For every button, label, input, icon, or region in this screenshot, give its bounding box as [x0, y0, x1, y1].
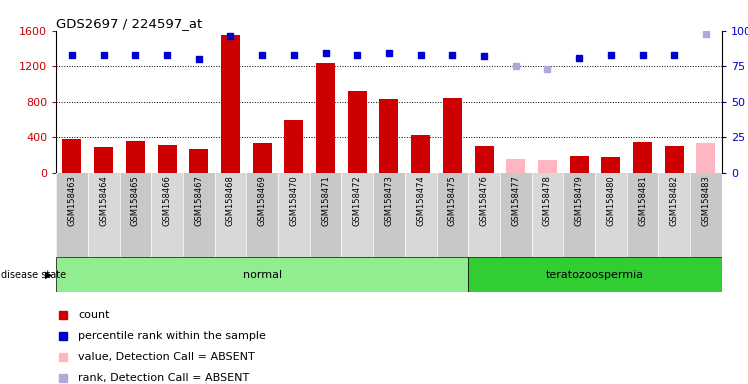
Text: GSM158469: GSM158469 [257, 175, 266, 226]
Bar [126, 141, 145, 173]
Text: teratozoospermia: teratozoospermia [546, 270, 644, 280]
Text: GSM158470: GSM158470 [289, 175, 298, 226]
Bar [373, 173, 405, 257]
Bar [633, 142, 652, 173]
Bar [690, 173, 722, 257]
Text: GSM158478: GSM158478 [543, 175, 552, 226]
Bar [310, 173, 341, 257]
Bar [474, 146, 494, 173]
Bar [443, 98, 462, 173]
Bar [183, 173, 215, 257]
Text: disease state: disease state [1, 270, 67, 280]
Bar [316, 63, 335, 173]
Text: value, Detection Call = ABSENT: value, Detection Call = ABSENT [78, 352, 255, 362]
Text: GSM158476: GSM158476 [479, 175, 488, 226]
Bar [56, 173, 88, 257]
Bar [246, 173, 278, 257]
Text: GSM158475: GSM158475 [448, 175, 457, 226]
Text: percentile rank within the sample: percentile rank within the sample [78, 331, 266, 341]
Bar [405, 173, 437, 257]
Text: GSM158479: GSM158479 [574, 175, 583, 226]
Bar [94, 147, 113, 173]
Bar [56, 257, 468, 292]
Text: GSM158483: GSM158483 [702, 175, 711, 226]
Text: GSM158468: GSM158468 [226, 175, 235, 226]
Text: GSM158466: GSM158466 [162, 175, 171, 226]
Text: GSM158472: GSM158472 [353, 175, 362, 226]
Bar [696, 142, 716, 173]
Text: rank, Detection Call = ABSENT: rank, Detection Call = ABSENT [78, 373, 249, 383]
Bar [278, 173, 310, 257]
Bar [151, 173, 183, 257]
Text: GSM158477: GSM158477 [512, 175, 521, 226]
Bar [468, 257, 722, 292]
Bar [348, 91, 367, 173]
Text: GSM158467: GSM158467 [194, 175, 203, 226]
Bar [437, 173, 468, 257]
Bar [158, 145, 177, 173]
Text: ▶: ▶ [45, 270, 52, 280]
Bar [506, 159, 525, 173]
Bar [189, 149, 208, 173]
Text: GSM158481: GSM158481 [638, 175, 647, 226]
Text: GSM158473: GSM158473 [384, 175, 393, 226]
Bar [601, 157, 620, 173]
Bar [120, 173, 151, 257]
Bar [215, 173, 246, 257]
Text: GSM158480: GSM158480 [607, 175, 616, 226]
Text: GSM158464: GSM158464 [99, 175, 108, 226]
Bar [500, 173, 532, 257]
Text: count: count [78, 310, 109, 320]
Text: GSM158482: GSM158482 [669, 175, 678, 226]
Bar [627, 173, 658, 257]
Bar [284, 121, 304, 173]
Bar [563, 173, 595, 257]
Bar [570, 156, 589, 173]
Text: normal: normal [242, 270, 282, 280]
Bar [221, 35, 240, 173]
Text: GSM158474: GSM158474 [416, 175, 425, 226]
Bar [62, 139, 82, 173]
Text: GSM158465: GSM158465 [131, 175, 140, 226]
Text: GSM158463: GSM158463 [67, 175, 76, 226]
Bar [468, 173, 500, 257]
Bar [341, 173, 373, 257]
Bar [532, 173, 563, 257]
Bar [665, 146, 684, 173]
Bar [88, 173, 120, 257]
Text: GDS2697 / 224597_at: GDS2697 / 224597_at [56, 17, 203, 30]
Text: GSM158471: GSM158471 [321, 175, 330, 226]
Bar [411, 135, 430, 173]
Bar [253, 144, 272, 173]
Bar [379, 99, 399, 173]
Bar [538, 161, 557, 173]
Bar [658, 173, 690, 257]
Bar [595, 173, 627, 257]
